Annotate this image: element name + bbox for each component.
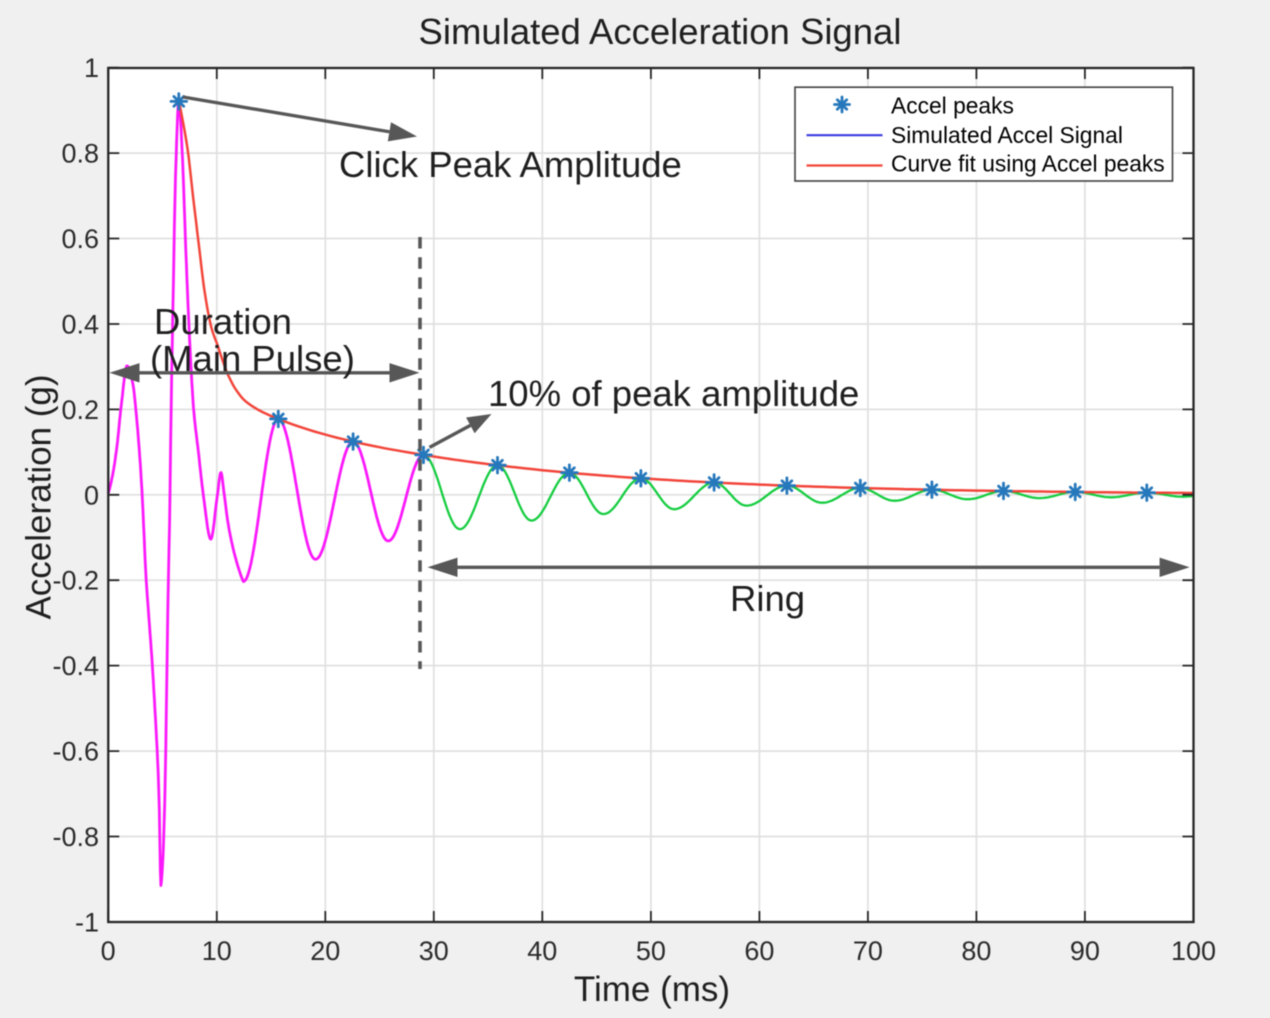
svg-text:0: 0 (84, 480, 99, 510)
svg-text:-0.4: -0.4 (52, 651, 99, 681)
svg-text:20: 20 (310, 936, 340, 966)
svg-text:100: 100 (1171, 936, 1216, 966)
svg-text:0.4: 0.4 (61, 310, 99, 340)
svg-text:-0.6: -0.6 (52, 737, 99, 767)
svg-text:50: 50 (636, 936, 666, 966)
svg-text:Accel peaks: Accel peaks (891, 93, 1014, 119)
svg-text:80: 80 (961, 936, 991, 966)
svg-text:0.2: 0.2 (61, 395, 99, 425)
svg-text:10: 10 (202, 936, 232, 966)
svg-text:Curve fit using Accel peaks: Curve fit using Accel peaks (891, 151, 1165, 177)
svg-text:0: 0 (101, 936, 116, 966)
svg-text:0.6: 0.6 (61, 224, 99, 254)
svg-text:Duration: Duration (154, 301, 292, 342)
svg-text:Click Peak Amplitude: Click Peak Amplitude (339, 144, 682, 185)
svg-text:-0.2: -0.2 (52, 566, 99, 596)
svg-text:-0.8: -0.8 (52, 822, 99, 852)
svg-text:40: 40 (527, 936, 557, 966)
svg-text:1: 1 (84, 53, 99, 83)
svg-text:0.8: 0.8 (61, 139, 99, 169)
svg-text:30: 30 (419, 936, 449, 966)
svg-text:-1: -1 (75, 907, 99, 937)
svg-text:70: 70 (853, 936, 883, 966)
svg-text:Simulated Accel Signal: Simulated Accel Signal (891, 122, 1123, 148)
svg-text:Time (ms): Time (ms) (574, 970, 730, 1009)
svg-text:90: 90 (1070, 936, 1100, 966)
svg-text:10% of peak amplitude: 10% of peak amplitude (488, 373, 859, 414)
svg-text:Simulated Acceleration Signal: Simulated Acceleration Signal (419, 11, 902, 52)
svg-text:Acceleration (g): Acceleration (g) (20, 374, 59, 619)
svg-text:(Main Pulse): (Main Pulse) (150, 338, 355, 379)
svg-text:Ring: Ring (730, 578, 805, 619)
svg-text:60: 60 (744, 936, 774, 966)
